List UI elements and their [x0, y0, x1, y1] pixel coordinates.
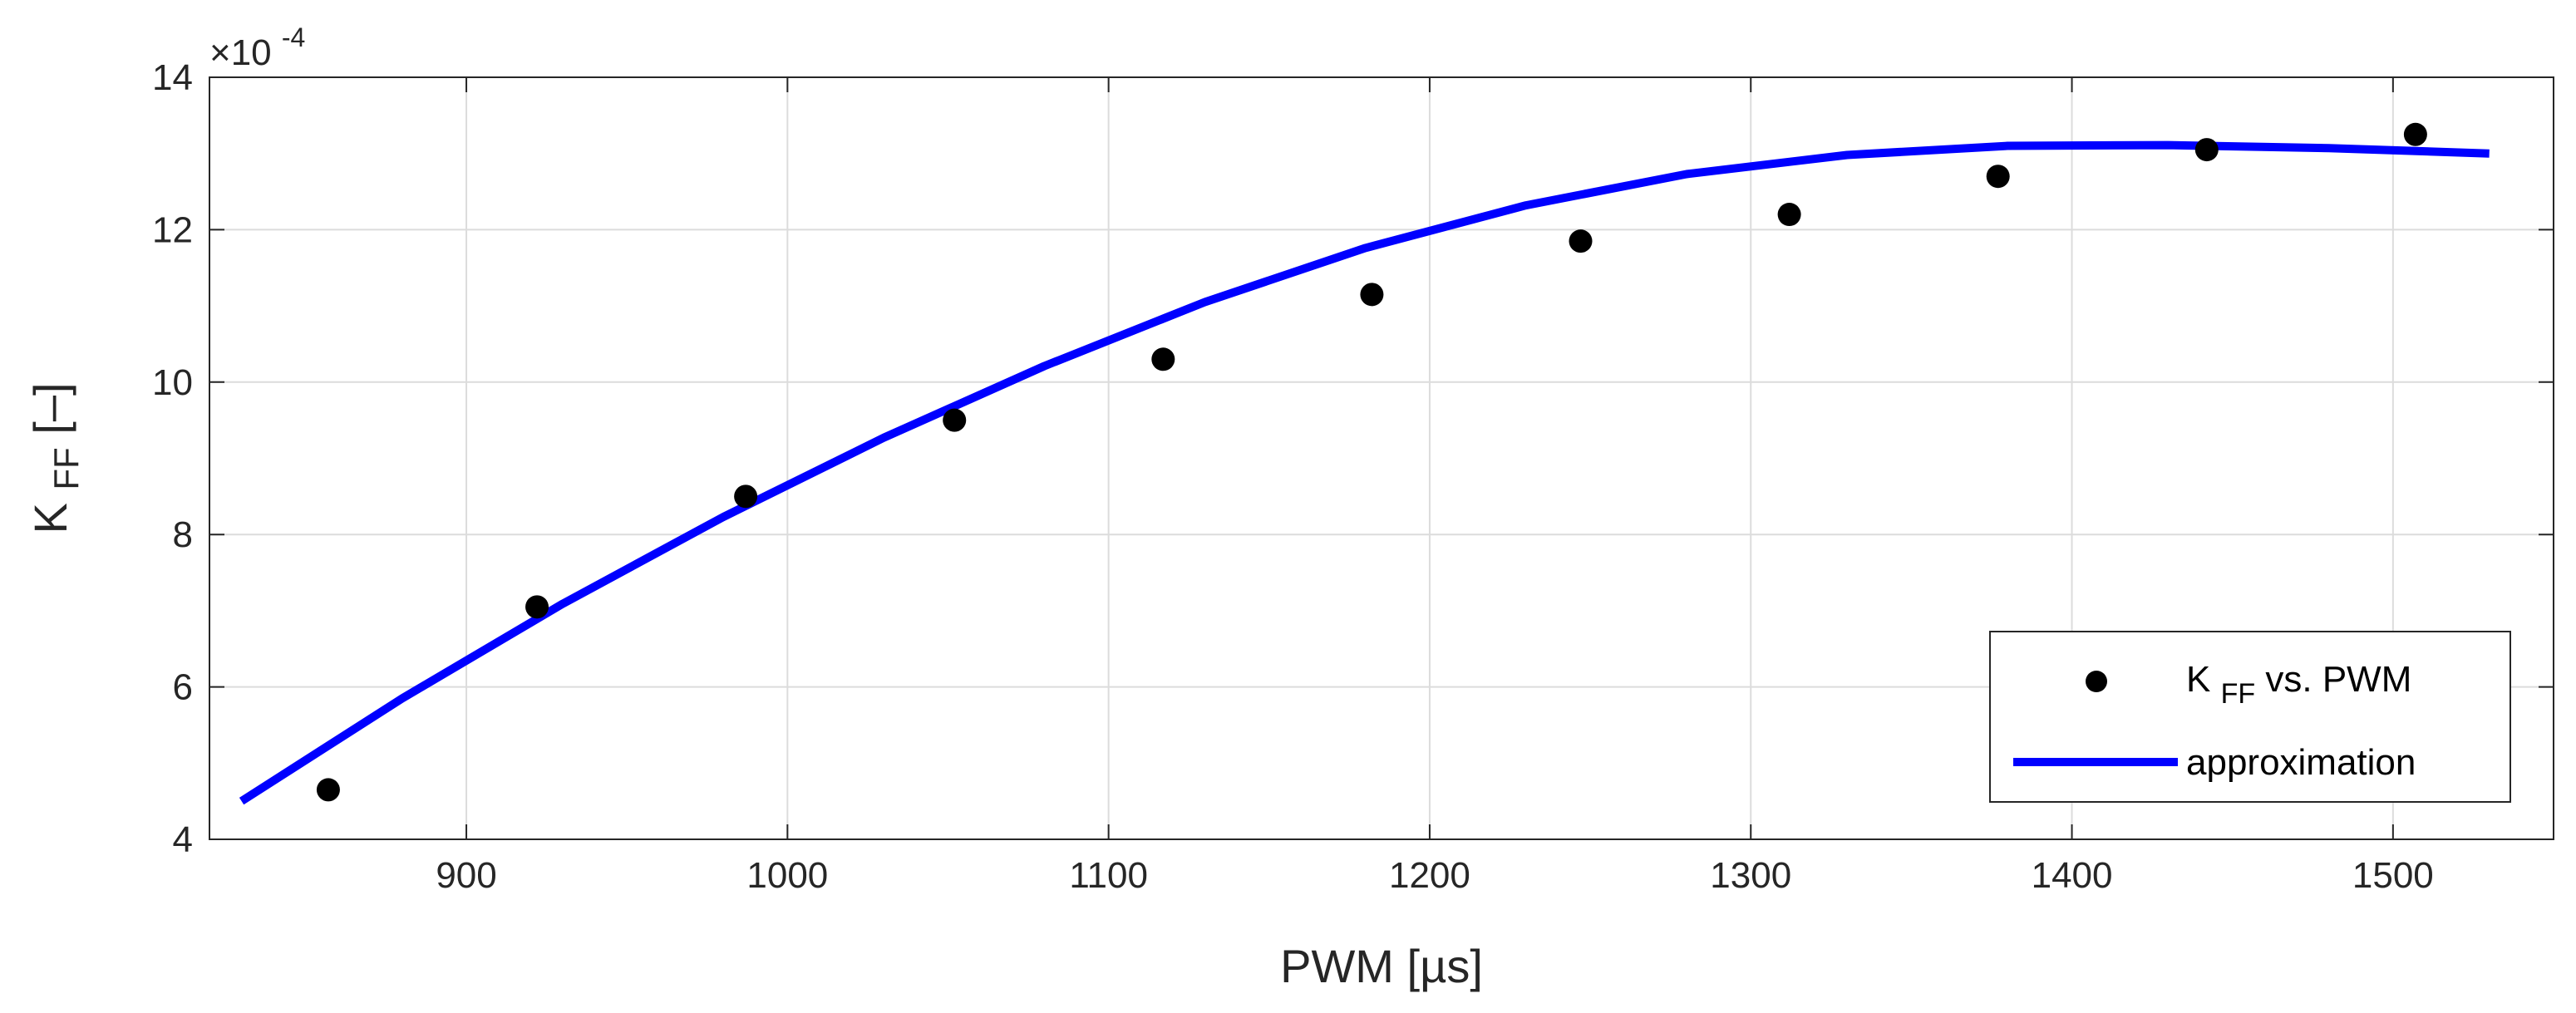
- tick-labels: 900 1000 1100 1200 1300 1400 1500 4 6 8 10 12 14: [152, 57, 2434, 896]
- legend-entry-scatter: K FF vs. PWM: [2186, 659, 2411, 711]
- data-point-7: [1569, 229, 1593, 253]
- legend-box: [1989, 631, 2511, 803]
- legend-entry-scatter-rest: vs. PWM: [2265, 659, 2411, 700]
- x-tick-label-1100: 1100: [1069, 855, 1148, 896]
- data-point-3: [734, 484, 758, 509]
- axis-ticks: [209, 76, 2554, 840]
- x-tick-label-1000: 1000: [746, 855, 828, 896]
- y-tick-label-4: 4: [173, 819, 193, 860]
- x-tick-label-1300: 1300: [1710, 855, 1791, 896]
- data-point-1: [316, 778, 340, 802]
- y-multiplier-base: ×10: [209, 32, 272, 73]
- data-point-10: [2194, 138, 2219, 162]
- data-point-11: [2403, 122, 2427, 146]
- legend-entry-scatter-main: K: [2186, 659, 2210, 700]
- data-point-5: [1151, 347, 1175, 371]
- x-tick-label-900: 900: [436, 855, 496, 896]
- data-point-9: [1986, 165, 2010, 189]
- y-tick-label-14: 14: [152, 57, 193, 98]
- data-point-2: [525, 595, 549, 619]
- x-tick-label-1500: 1500: [2352, 855, 2434, 896]
- plot-frame: [209, 76, 2554, 840]
- data-point-6: [1360, 283, 1384, 307]
- y-tick-label-8: 8: [173, 514, 193, 555]
- y-tick-label-10: 10: [152, 362, 193, 403]
- x-tick-label-1400: 1400: [2032, 855, 2113, 896]
- y-axis-label-unit: [–]: [24, 382, 76, 434]
- y-axis-multiplier: ×10 -4: [209, 22, 305, 73]
- approximation-line: [239, 140, 2490, 805]
- legend-marker-scatter: [2086, 671, 2107, 692]
- data-point-4: [943, 408, 967, 432]
- x-tick-label-1200: 1200: [1389, 855, 1470, 896]
- y-tick-label-6: 6: [173, 667, 193, 708]
- legend-entry-line: approximation: [2186, 742, 2416, 783]
- x-axis-label: PWM [µs]: [1280, 940, 1483, 992]
- y-axis-label-main: K: [24, 503, 76, 534]
- legend-entry-scatter-sub: FF: [2221, 678, 2256, 710]
- y-multiplier-exponent: -4: [282, 22, 305, 52]
- y-tick-label-12: 12: [152, 209, 193, 250]
- y-axis-label: K FF [–]: [24, 382, 88, 534]
- legend: K FF vs. PWM approximation: [1989, 631, 2511, 803]
- data-points: [316, 122, 2427, 802]
- data-point-8: [1777, 203, 1801, 227]
- y-axis-label-subscript: FF: [47, 447, 86, 489]
